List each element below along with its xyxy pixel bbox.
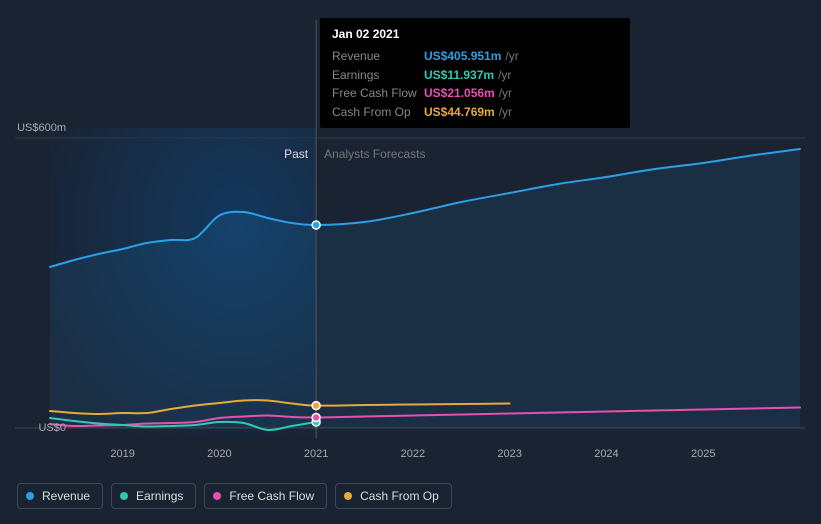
tooltip-metric-unit: /yr [501,49,518,63]
x-axis-tick: 2021 [304,448,328,460]
tooltip-row: Free Cash FlowUS$21.056m/yr [332,84,618,103]
tooltip-metric-label: Revenue [332,47,424,66]
x-axis-tick: 2020 [207,448,231,460]
chart-container: US$0 US$600m 2019 2020 2021 2022 2023 2024 2025… [0,0,821,524]
legend-dot-icon [120,492,128,500]
tooltip-date: Jan 02 2021 [332,26,618,43]
tooltip-row: EarningsUS$11.937m/yr [332,66,618,85]
legend-item[interactable]: Revenue [17,483,103,509]
legend-dot-icon [26,492,34,500]
x-axis-tick: 2025 [691,448,715,460]
tooltip-metric-value: US$21.056m [424,86,495,100]
legend-item[interactable]: Cash From Op [335,483,452,509]
section-label-past: Past [284,147,308,161]
tooltip-metric-unit: /yr [495,105,512,119]
x-axis-tick: 2024 [594,448,618,460]
legend-label: Cash From Op [360,489,439,503]
legend-dot-icon [344,492,352,500]
tooltip-metric-label: Cash From Op [332,103,424,122]
x-axis-tick: 2023 [497,448,521,460]
tooltip-metric-value: US$11.937m [424,68,494,82]
tooltip-metric-label: Free Cash Flow [332,84,424,103]
y-axis-tick: US$0 [38,422,66,434]
legend-label: Earnings [136,489,183,503]
legend-label: Revenue [42,489,90,503]
tooltip-metric-unit: /yr [495,86,512,100]
x-axis-tick: 2019 [110,448,134,460]
tooltip-metric-label: Earnings [332,66,424,85]
section-label-forecast: Analysts Forecasts [324,147,425,161]
legend-label: Free Cash Flow [229,489,314,503]
tooltip-metric-unit: /yr [494,68,511,82]
legend-item[interactable]: Earnings [111,483,196,509]
x-axis-tick: 2022 [401,448,425,460]
tooltip-metric-value: US$405.951m [424,49,501,63]
tooltip-metric-value: US$44.769m [424,105,495,119]
y-axis-tick: US$600m [17,122,66,134]
legend-item[interactable]: Free Cash Flow [204,483,327,509]
tooltip-row: Cash From OpUS$44.769m/yr [332,103,618,122]
hover-tooltip: Jan 02 2021 RevenueUS$405.951m/yrEarning… [320,18,630,128]
legend-dot-icon [213,492,221,500]
tooltip-row: RevenueUS$405.951m/yr [332,47,618,66]
legend: Revenue Earnings Free Cash Flow Cash From O… [17,483,452,509]
